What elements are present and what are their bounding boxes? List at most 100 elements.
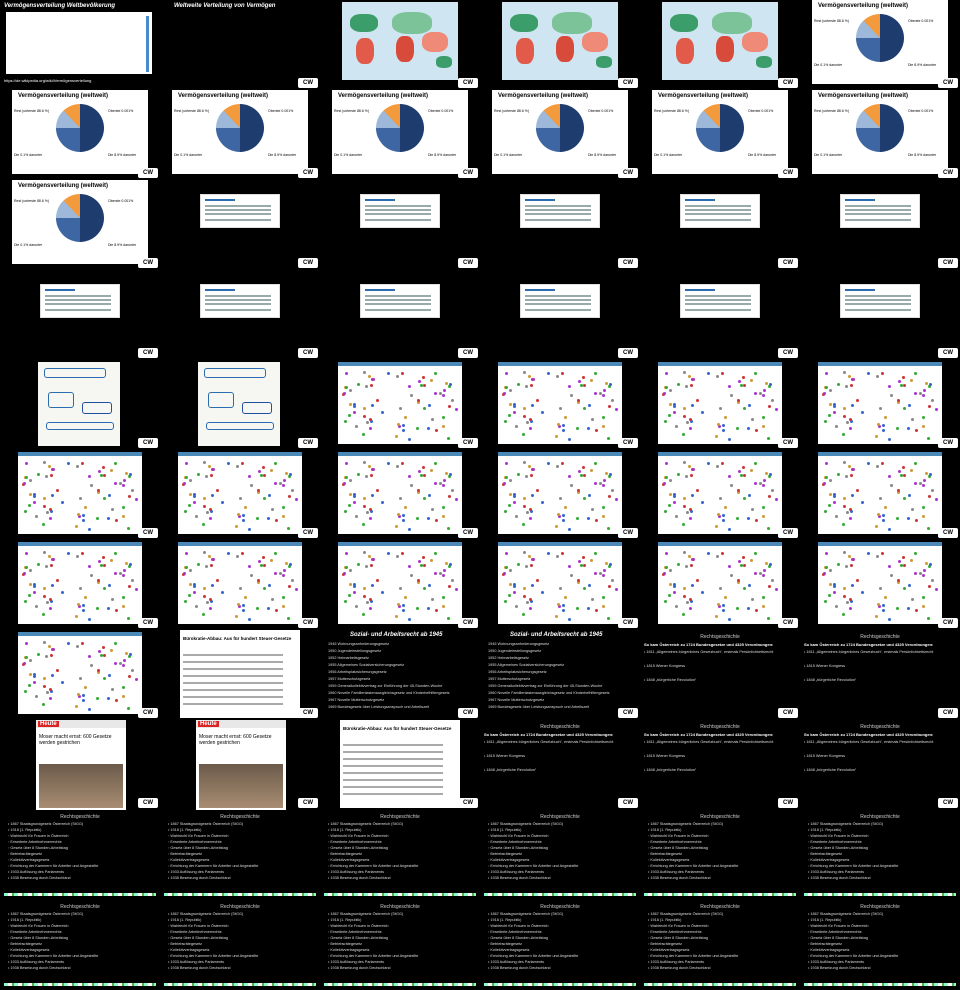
slide-thumbnail[interactable]: Vermögensverteilung (weltweit) Rest (unte… bbox=[800, 0, 960, 90]
graph-node bbox=[42, 550, 46, 554]
graph-node bbox=[676, 563, 680, 567]
slide-thumbnail[interactable]: CW bbox=[0, 360, 160, 450]
graph-node bbox=[185, 552, 189, 556]
graph-toolbar bbox=[18, 452, 142, 456]
slide-thumbnail[interactable]: Rechtsgeschichte • 1867 Staatsgrundgesetz… bbox=[480, 810, 640, 900]
graph-node bbox=[555, 554, 559, 558]
slide-thumbnail[interactable]: Rechtsgeschichte • 1867 Staatsgrundgesetz… bbox=[320, 810, 480, 900]
slide-thumbnail[interactable]: CW bbox=[320, 450, 480, 540]
slide-thumbnail[interactable]: Rechtsgeschichte So kam Österreich zu 172… bbox=[640, 720, 800, 810]
slide-thumbnail[interactable]: Rechtsgeschichte So kam Österreich zu 172… bbox=[480, 720, 640, 810]
graph-node bbox=[514, 425, 518, 429]
list-item: • 1938 Besetzung durch Deutschland bbox=[168, 876, 231, 880]
network-graph bbox=[338, 362, 462, 444]
graph-node bbox=[348, 403, 352, 407]
slide-thumbnail[interactable]: CW bbox=[480, 360, 640, 450]
graph-node bbox=[878, 586, 882, 590]
slide-thumbnail[interactable]: CW bbox=[320, 360, 480, 450]
slide-thumbnail[interactable]: CW bbox=[480, 540, 640, 630]
slide-thumbnail[interactable]: Bürokratie-Abbau: Aus für hundert Steuer… bbox=[160, 630, 320, 720]
slide-thumbnail[interactable]: CW bbox=[640, 450, 800, 540]
slide-thumbnail[interactable]: Rechtsgeschichte • 1867 Staatsgrundgesetz… bbox=[800, 810, 960, 900]
slide-thumbnail[interactable]: Rechtsgeschichte • 1867 Staatsgrundgesetz… bbox=[0, 900, 160, 990]
slide-logo: CW bbox=[938, 258, 958, 268]
slide-thumbnail[interactable]: Vermögensverteilung (weltweit) Rest (unte… bbox=[160, 90, 320, 180]
slide-thumbnail[interactable]: CW bbox=[640, 180, 800, 270]
slide-thumbnail[interactable]: CW bbox=[0, 540, 160, 630]
slide-thumbnail[interactable]: CW bbox=[160, 180, 320, 270]
graph-node bbox=[771, 578, 775, 582]
list-item: • 1933 Auflösung des Parlaments bbox=[648, 960, 704, 964]
network-graph bbox=[818, 542, 942, 624]
slide-thumbnail[interactable]: Heute Moser macht ernst: 600 Gesetze werd… bbox=[0, 720, 160, 810]
slide-thumbnail[interactable]: CW bbox=[320, 0, 480, 90]
slide-thumbnail[interactable]: CW bbox=[800, 360, 960, 450]
graph-node bbox=[608, 474, 612, 478]
slide-thumbnail[interactable]: CW bbox=[640, 270, 800, 360]
slide-thumbnail[interactable]: Vermögensverteilung (weltweit) Rest (unte… bbox=[800, 90, 960, 180]
slide-thumbnail[interactable]: CW bbox=[480, 450, 640, 540]
slide-thumbnail[interactable]: CW bbox=[640, 360, 800, 450]
slide-thumbnail[interactable]: Vermögensverteilung (weltweit) Rest (unte… bbox=[640, 90, 800, 180]
graph-node bbox=[935, 408, 939, 412]
slide-thumbnail[interactable]: Vermögensverteilung (weltweit) Rest (unte… bbox=[0, 90, 160, 180]
slide-thumbnail[interactable]: Vermögensverteilung Weltbevölkerung https… bbox=[0, 0, 160, 90]
slide-thumbnail[interactable]: Rechtsgeschichte • 1867 Staatsgrundgesetz… bbox=[320, 900, 480, 990]
slide-thumbnail[interactable]: CW bbox=[0, 630, 160, 720]
slide-thumbnail[interactable]: Weltweite Verteilung von Vermögen CW bbox=[160, 0, 320, 90]
slide-thumbnail[interactable]: Bürokratie-Abbau: Aus für hundert Steuer… bbox=[320, 720, 480, 810]
list-item: ◦ Kollektivvertragsgesetz bbox=[808, 858, 850, 862]
slide-thumbnail[interactable]: Rechtsgeschichte • 1867 Staatsgrundgesetz… bbox=[640, 900, 800, 990]
slide-thumbnail[interactable]: Rechtsgeschichte • 1867 Staatsgrundgesetz… bbox=[160, 810, 320, 900]
slide-title: Vermögensverteilung Weltbevölkerung bbox=[4, 3, 116, 9]
slide-thumbnail[interactable]: CW bbox=[160, 270, 320, 360]
slide-thumbnail[interactable]: Rechtsgeschichte • 1867 Staatsgrundgesetz… bbox=[800, 900, 960, 990]
chart-bar bbox=[146, 16, 149, 72]
list-item: • 1933 Auflösung des Parlaments bbox=[168, 960, 224, 964]
graph-node bbox=[404, 506, 408, 510]
slide-thumbnail[interactable]: Rechtsgeschichte • 1867 Staatsgrundgesetz… bbox=[480, 900, 640, 990]
slide-thumbnail[interactable]: CW bbox=[160, 450, 320, 540]
slide-thumbnail[interactable]: Vermögensverteilung (weltweit) Rest (unte… bbox=[320, 90, 480, 180]
slide-thumbnail[interactable]: CW bbox=[160, 360, 320, 450]
graph-node bbox=[344, 475, 348, 479]
list-item: • 1867 Staatsgrundgesetz Österreich (StG… bbox=[328, 822, 404, 826]
slide-thumbnail[interactable]: Vermögensverteilung (weltweit) Rest (unte… bbox=[480, 90, 640, 180]
slide-thumbnail[interactable]: CW bbox=[160, 540, 320, 630]
slide-thumbnail[interactable]: Rechtsgeschichte So kam Österreich zu 172… bbox=[640, 630, 800, 720]
slide-thumbnail[interactable]: CW bbox=[320, 270, 480, 360]
slide-thumbnail[interactable]: CW bbox=[480, 0, 640, 90]
slide-thumbnail[interactable]: Vermögensverteilung (weltweit) Rest (unte… bbox=[0, 180, 160, 270]
slide-thumbnail[interactable]: CW bbox=[480, 180, 640, 270]
slide-thumbnail[interactable]: Rechtsgeschichte So kam Österreich zu 172… bbox=[800, 720, 960, 810]
slide-thumbnail[interactable]: CW bbox=[0, 270, 160, 360]
graph-node bbox=[860, 411, 864, 415]
slide-thumbnail[interactable]: CW bbox=[320, 540, 480, 630]
list-item: ◦ Erweiterte Arbeitnehmerrechte bbox=[168, 930, 222, 934]
slide-thumbnail[interactable]: Sozial- und Arbeitsrecht ab 1945 1945 Woh… bbox=[320, 630, 480, 720]
network-graph bbox=[658, 452, 782, 534]
slide-thumbnail[interactable]: Rechtsgeschichte So kam Österreich zu 172… bbox=[800, 630, 960, 720]
slide-thumbnail[interactable]: CW bbox=[800, 270, 960, 360]
slide-thumbnail[interactable]: CW bbox=[640, 540, 800, 630]
graph-node bbox=[673, 410, 677, 414]
graph-node bbox=[567, 474, 571, 478]
graph-node bbox=[97, 470, 101, 474]
slide-thumbnail[interactable]: CW bbox=[800, 180, 960, 270]
slide-thumbnail[interactable]: CW bbox=[800, 540, 960, 630]
slide-thumbnail[interactable]: CW bbox=[640, 0, 800, 90]
slide-thumbnail[interactable]: CW bbox=[320, 180, 480, 270]
slide-thumbnail[interactable]: Sozial- und Arbeitsrecht ab 1945 1945 Woh… bbox=[480, 630, 640, 720]
graph-node bbox=[202, 496, 206, 500]
slide-thumbnail[interactable]: Rechtsgeschichte • 1867 Staatsgrundgesetz… bbox=[640, 810, 800, 900]
slide-thumbnail[interactable]: Heute Moser macht ernst: 600 Gesetze werd… bbox=[160, 720, 320, 810]
slide-thumbnail[interactable]: CW bbox=[800, 450, 960, 540]
list-item: ◦ Kollektivvertragsgesetz bbox=[648, 858, 690, 862]
graph-node bbox=[717, 602, 721, 606]
slide-thumbnail[interactable]: Rechtsgeschichte • 1867 Staatsgrundgesetz… bbox=[0, 810, 160, 900]
news-headline: Moser macht ernst: 600 Gesetze werden ge… bbox=[39, 734, 112, 746]
slide-thumbnail[interactable]: CW bbox=[0, 450, 160, 540]
slide-logo: CW bbox=[618, 78, 638, 88]
slide-thumbnail[interactable]: CW bbox=[480, 270, 640, 360]
slide-thumbnail[interactable]: Rechtsgeschichte • 1867 Staatsgrundgesetz… bbox=[160, 900, 320, 990]
